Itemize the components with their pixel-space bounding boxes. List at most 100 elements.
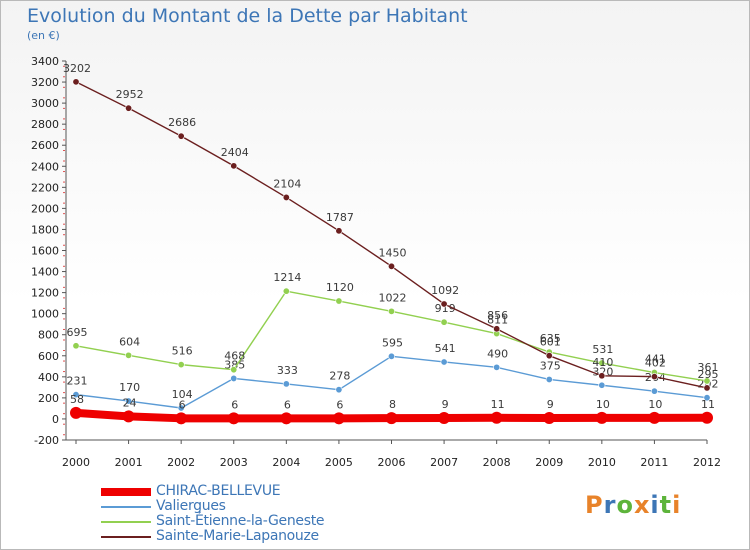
data-point [177, 361, 185, 369]
legend-swatch [101, 488, 151, 496]
y-tick-label: 2400 [31, 160, 59, 173]
data-label: 1092 [431, 284, 459, 297]
data-point [230, 374, 238, 382]
data-label: 278 [329, 370, 350, 383]
data-point [648, 411, 661, 424]
data-label: 856 [487, 309, 508, 322]
data-point [282, 287, 290, 295]
data-label: 811 [487, 314, 508, 327]
data-label: 295 [698, 368, 719, 381]
data-point [387, 352, 395, 360]
data-point [440, 300, 448, 308]
data-point [177, 132, 185, 140]
data-label: 1787 [326, 211, 354, 224]
data-point [598, 359, 606, 367]
data-label: 231 [67, 375, 88, 388]
legend-label: Valiergues [156, 498, 226, 514]
data-point [440, 318, 448, 326]
data-label: 8 [389, 398, 396, 411]
x-tick-label: 2005 [325, 456, 353, 469]
data-label: 3202 [63, 62, 91, 75]
data-label: 2686 [168, 116, 196, 129]
x-tick-label: 2010 [588, 456, 616, 469]
data-point [125, 351, 133, 359]
data-point [703, 384, 711, 392]
data-point [72, 391, 80, 399]
x-tick-label: 2004 [272, 456, 300, 469]
data-point [701, 411, 713, 424]
data-label: 441 [645, 353, 666, 366]
x-tick-label: 2012 [693, 456, 721, 469]
chart-title: Evolution du Montant de la Dette par Hab… [27, 5, 468, 27]
data-label: 170 [119, 381, 140, 394]
data-label: 10 [648, 398, 662, 411]
data-point [230, 366, 238, 374]
data-label: 490 [487, 347, 508, 360]
data-label: 375 [540, 359, 561, 372]
data-label: 635 [540, 332, 561, 345]
y-tick-label: 2600 [31, 139, 59, 152]
data-label: 10 [596, 398, 610, 411]
proxiti-logo: Proxiti [585, 491, 682, 519]
data-label: 2952 [116, 88, 144, 101]
data-label: 6 [179, 398, 186, 411]
legend-label: CHIRAC-BELLEVUE [156, 483, 281, 499]
data-label: 468 [224, 350, 245, 363]
y-tick-label: -200 [34, 434, 59, 447]
x-tick-label: 2000 [62, 456, 90, 469]
data-label: 11 [701, 398, 715, 411]
x-tick-label: 2003 [220, 456, 248, 469]
x-tick-label: 2002 [167, 456, 195, 469]
legend-swatch [101, 506, 151, 508]
data-point [543, 411, 556, 424]
data-label: 595 [382, 336, 403, 349]
data-point [332, 412, 345, 425]
data-point [72, 78, 80, 86]
legend-label: Sainte-Marie-Lapanouze [156, 528, 319, 544]
x-tick-label: 2009 [535, 456, 563, 469]
data-label: 1214 [273, 271, 301, 284]
x-tick-label: 2011 [640, 456, 668, 469]
y-tick-label: 2000 [31, 202, 59, 215]
data-point [385, 412, 398, 425]
data-label: 6 [231, 398, 238, 411]
data-label: 385 [224, 358, 245, 371]
data-point [493, 325, 501, 333]
data-point [490, 411, 503, 424]
data-point [230, 162, 238, 170]
data-point [125, 104, 133, 112]
data-label: 695 [67, 326, 88, 339]
y-tick-label: 2800 [31, 118, 59, 131]
data-point [545, 375, 553, 383]
y-tick-label: 800 [38, 329, 59, 342]
y-tick-label: 1000 [31, 308, 59, 321]
data-point [125, 397, 133, 405]
data-label: 104 [172, 388, 193, 401]
data-label: 1450 [379, 246, 407, 259]
y-tick-label: 2200 [31, 181, 59, 194]
data-label: 9 [547, 398, 554, 411]
data-point [282, 380, 290, 388]
x-tick-label: 2006 [378, 456, 406, 469]
data-point [72, 342, 80, 350]
data-point [122, 410, 135, 423]
data-label: 402 [645, 357, 666, 370]
data-point [387, 307, 395, 315]
data-point [227, 412, 240, 425]
x-tick-label: 2008 [483, 456, 511, 469]
data-point [493, 363, 501, 371]
data-point [545, 352, 553, 360]
data-label: 2404 [221, 146, 249, 159]
data-point [703, 377, 711, 385]
data-point [703, 394, 711, 402]
line-chart: -200 0 200 400 600 800 1000 1200 1400 1600 1800 200… [31, 55, 721, 469]
data-label: 601 [540, 336, 561, 349]
y-tick-label: 1800 [31, 223, 59, 236]
y-tick-label: 3200 [31, 76, 59, 89]
y-tick-label: 3400 [31, 55, 59, 68]
y-tick-label: 200 [38, 392, 59, 405]
y-tick-label: 600 [38, 350, 59, 363]
legend-swatch [101, 536, 151, 538]
data-point [177, 404, 185, 412]
